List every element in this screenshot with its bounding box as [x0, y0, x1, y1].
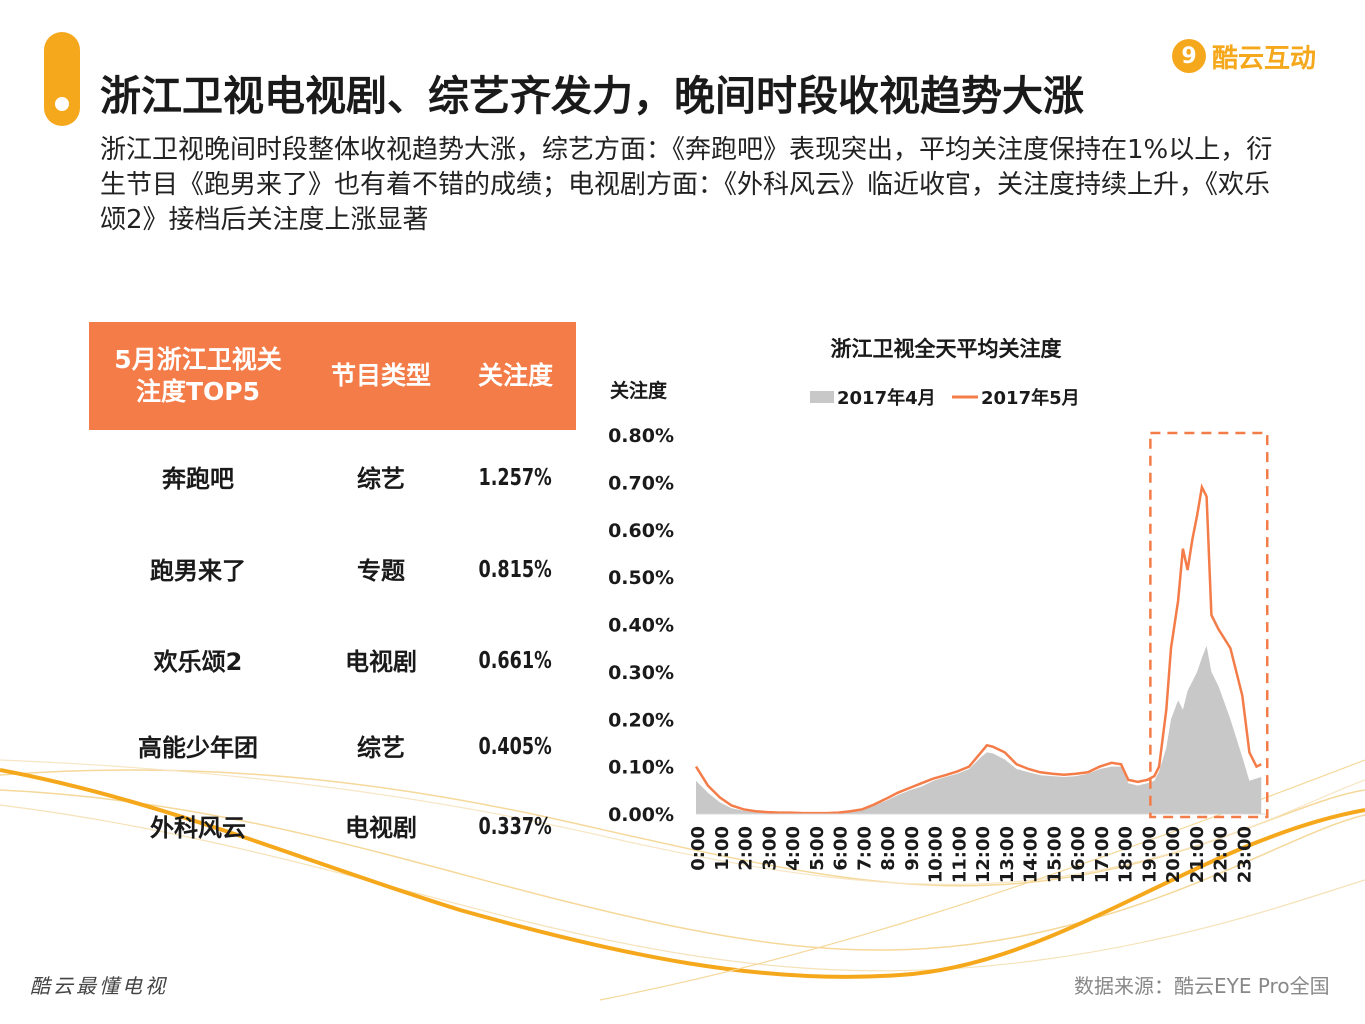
y-tick-label: 0.20%	[608, 709, 674, 731]
chart-title: 浙江卫视全天平均关注度	[831, 337, 1062, 361]
x-tick-label: 3:00	[759, 826, 780, 871]
y-tick-label: 0.00%	[608, 804, 674, 826]
y-tick-label: 0.60%	[608, 520, 674, 542]
chart-legend: 2017年4月 2017年5月	[810, 387, 1080, 409]
x-tick-label: 12:00	[973, 826, 994, 883]
legend-label-may: 2017年5月	[981, 387, 1080, 409]
table-row: 跑男来了 专题 0.815%	[89, 551, 576, 586]
program-rating: 0.661%	[478, 647, 553, 674]
table-row: 高能少年团 综艺 0.405%	[89, 728, 576, 763]
legend-swatch-april	[810, 391, 834, 403]
series-line-may	[694, 483, 1262, 815]
x-tick-label: 19:00	[1139, 826, 1160, 883]
program-rating: 1.257%	[478, 464, 553, 491]
y-tick-label: 0.10%	[608, 757, 674, 779]
program-name: 跑男来了	[150, 557, 246, 585]
x-tick-label: 22:00	[1211, 826, 1232, 883]
x-tick-label: 13:00	[997, 826, 1018, 883]
title-accent-bar	[44, 32, 80, 126]
program-rating: 0.815%	[478, 556, 553, 583]
x-tick-label: 10:00	[926, 826, 947, 883]
program-type: 电视剧	[345, 648, 417, 676]
page-subtitle: 浙江卫视晚间时段整体收视趋势大涨，综艺方面：《奔跑吧》表现突出，平均关注度保持在…	[100, 135, 1273, 235]
y-tick-label: 0.70%	[608, 472, 674, 494]
program-type: 电视剧	[345, 814, 417, 842]
evening-highlight-box	[1149, 431, 1269, 819]
attention-chart: 浙江卫视全天平均关注度 关注度 2017年4月 2017年5月 0.00% 0.1…	[608, 337, 1269, 883]
x-tick-label: 6:00	[831, 826, 852, 871]
x-tick-label: 18:00	[1116, 826, 1137, 883]
x-tick-label: 20:00	[1163, 826, 1184, 883]
program-name: 高能少年团	[138, 734, 258, 762]
x-tick-label: 8:00	[878, 826, 899, 871]
table-row: 外科风云 电视剧 0.337%	[89, 808, 576, 843]
program-name: 欢乐颂2	[153, 648, 243, 676]
y-tick-label: 0.50%	[608, 567, 674, 589]
header-type: 节目类型	[330, 361, 431, 390]
x-tick-label: 14:00	[1021, 826, 1042, 883]
series-area-april	[696, 645, 1262, 814]
x-tick-label: 1:00	[712, 826, 733, 871]
y-tick-label: 0.80%	[608, 425, 674, 447]
header-rating: 关注度	[477, 361, 553, 390]
x-tick-label: 16:00	[1068, 826, 1089, 883]
program-name: 外科风云	[150, 814, 246, 842]
title-accent-dot	[55, 97, 69, 111]
legend-label-april: 2017年4月	[837, 387, 936, 409]
data-source: 数据来源：酷云EYE Pro全国	[1074, 974, 1330, 998]
logo-text: 酷云互动	[1212, 43, 1317, 74]
y-axis-ticks: 0.00% 0.10% 0.20% 0.30% 0.40% 0.50% 0.60% 0.70%…	[608, 425, 674, 826]
x-tick-label: 2:00	[736, 826, 757, 871]
program-rating: 0.337%	[478, 813, 553, 840]
x-tick-label: 7:00	[854, 826, 875, 871]
header-program: 5月浙江卫视关注度TOP5	[114, 345, 282, 406]
x-tick-label: 21:00	[1187, 826, 1208, 883]
x-tick-label: 4:00	[783, 826, 804, 871]
table-header: 5月浙江卫视关注度TOP5 节目类型 关注度	[89, 322, 576, 430]
program-type: 综艺	[357, 734, 405, 762]
program-name: 奔跑吧	[162, 465, 234, 493]
table-row: 奔跑吧 综艺 1.257%	[89, 459, 576, 494]
x-tick-label: 0:00	[688, 826, 709, 871]
x-tick-label: 23:00	[1234, 826, 1255, 883]
program-type: 综艺	[357, 465, 405, 493]
x-tick-label: 11:00	[949, 826, 970, 883]
x-tick-label: 9:00	[902, 826, 923, 871]
x-axis-ticks: 0:00 1:00 2:00 3:00 4:00 5:00 6:00 7:00 8:00 9:00…	[688, 826, 1255, 883]
y-axis-label: 关注度	[610, 379, 668, 402]
top5-table: 5月浙江卫视关注度TOP5 节目类型 关注度 奔跑吧 综艺 1.257% 跑男来…	[89, 322, 576, 842]
footer-slogan: 酷云最懂电视	[30, 974, 168, 998]
page-title: 浙江卫视电视剧、综艺齐发力，晚间时段收视趋势大涨	[100, 72, 1084, 120]
brand-logo: 9 酷云互动	[1172, 36, 1316, 76]
logo-mark-icon: 9	[1172, 39, 1206, 73]
x-tick-label: 15:00	[1044, 826, 1065, 883]
program-type: 专题	[357, 557, 405, 585]
program-rating: 0.405%	[478, 733, 553, 760]
y-tick-label: 0.30%	[608, 662, 674, 684]
x-tick-label: 17:00	[1092, 826, 1113, 883]
x-tick-label: 5:00	[807, 826, 828, 871]
table-row: 欢乐颂2 电视剧 0.661%	[89, 642, 576, 677]
y-tick-label: 0.40%	[608, 615, 674, 637]
